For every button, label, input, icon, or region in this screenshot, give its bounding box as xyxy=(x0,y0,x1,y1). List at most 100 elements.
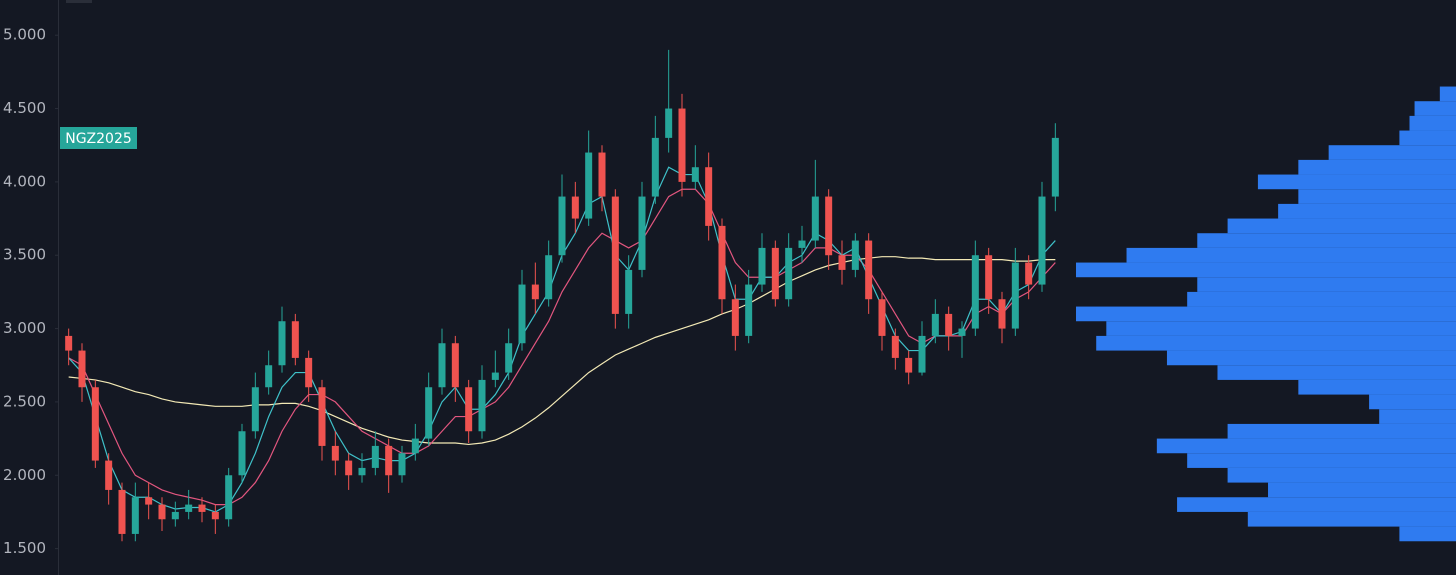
candle-body xyxy=(491,372,499,380)
candle-body xyxy=(1025,262,1033,285)
profile-bar xyxy=(1298,379,1456,395)
candle-body xyxy=(118,489,126,534)
profile-bar xyxy=(1439,86,1456,102)
candle-body xyxy=(438,343,446,388)
candle-body xyxy=(665,108,673,138)
y-tick-label: 4.500 xyxy=(3,99,46,117)
profile-bar xyxy=(1217,365,1456,380)
candle-body xyxy=(758,247,766,285)
y-tick-label: 3.000 xyxy=(3,319,46,337)
candle-body xyxy=(985,255,993,300)
candle-body xyxy=(158,504,166,520)
candle-body xyxy=(705,167,713,226)
candle-body xyxy=(145,497,153,505)
profile-bar xyxy=(1409,115,1456,131)
candle-body xyxy=(398,453,406,476)
symbol-badge xyxy=(60,127,137,149)
candle-body xyxy=(345,460,353,476)
candle-body xyxy=(851,240,859,270)
y-tick-label: 1.500 xyxy=(3,539,46,557)
y-tick-label: 5.000 xyxy=(3,26,46,44)
profile-bar xyxy=(1399,526,1456,542)
candle-body xyxy=(305,357,313,388)
profile-bar xyxy=(1166,350,1456,366)
candle-body xyxy=(225,475,233,520)
candle-body xyxy=(838,255,846,270)
y-axis: 1.500 2.000 2.500 3.000 3.500 4.000 4.500 5.000 xyxy=(3,26,58,557)
profile-bar xyxy=(1298,159,1456,175)
candles xyxy=(65,49,1059,542)
candle-body xyxy=(185,504,193,512)
candle-body xyxy=(198,504,206,512)
profile-bar xyxy=(1197,233,1456,248)
profile-bar xyxy=(1257,174,1456,190)
candle-body xyxy=(545,255,553,300)
candle-body xyxy=(278,321,286,366)
candle-body xyxy=(1038,196,1046,285)
profile-bar xyxy=(1156,438,1456,454)
y-tick-label: 3.500 xyxy=(3,246,46,264)
profile-bar xyxy=(1187,453,1456,468)
candle-body xyxy=(785,247,793,300)
candle-body xyxy=(331,445,339,461)
profile-bar xyxy=(1379,409,1456,424)
profile-bar xyxy=(1399,130,1456,146)
candle-body xyxy=(318,387,326,446)
candle-body xyxy=(958,328,966,336)
candle-body xyxy=(65,335,73,351)
candle-body xyxy=(998,299,1006,329)
candle-body xyxy=(731,299,739,336)
candle-body xyxy=(945,313,953,336)
profile-bar xyxy=(1076,306,1456,322)
profile-bar xyxy=(1278,203,1456,219)
moving-average xyxy=(68,188,1056,506)
candle-body xyxy=(625,269,633,314)
profile-bar xyxy=(1197,277,1456,292)
candle-body xyxy=(931,313,939,336)
candle-body xyxy=(611,196,619,314)
candle-body xyxy=(678,108,686,182)
profile-bar xyxy=(1414,101,1456,116)
symbol-label: NGZ2025 xyxy=(65,131,132,147)
candle-body xyxy=(411,438,419,454)
candle-body xyxy=(385,445,393,476)
profile-bar xyxy=(1076,262,1456,278)
candle-body xyxy=(585,152,593,219)
profile-bar xyxy=(1328,145,1456,160)
candle-body xyxy=(291,321,299,358)
candle-body xyxy=(745,284,753,336)
candle-body xyxy=(171,511,179,520)
candle-body xyxy=(478,379,486,432)
candle-body xyxy=(771,247,779,300)
candle-body xyxy=(798,240,806,248)
candle-body xyxy=(598,152,606,197)
candle-body xyxy=(825,196,833,256)
profile-bar xyxy=(1369,394,1456,410)
profile-bar xyxy=(1187,291,1456,307)
profile-bar xyxy=(1227,467,1456,483)
profile-bar xyxy=(1106,321,1456,336)
profile-bar xyxy=(1298,189,1456,204)
y-tick-label: 2.000 xyxy=(3,466,46,484)
profile-bar xyxy=(1126,247,1456,263)
profile-bar xyxy=(1227,218,1456,234)
candle-body xyxy=(891,335,899,358)
candle-body xyxy=(505,343,513,373)
candle-body xyxy=(691,167,699,182)
candle-body xyxy=(265,365,273,388)
candle-body xyxy=(105,460,113,490)
candle-body xyxy=(918,335,926,373)
profile-bar xyxy=(1177,497,1456,512)
candle-body xyxy=(238,431,246,476)
y-tick-label: 2.500 xyxy=(3,392,46,410)
candle-body xyxy=(905,357,913,373)
candle-body xyxy=(531,284,539,300)
profile-bar xyxy=(1096,335,1456,351)
candle-body xyxy=(558,196,566,256)
candle-body xyxy=(1051,137,1059,197)
candle-body xyxy=(371,445,379,468)
candle-body xyxy=(878,299,886,336)
y-tick-label: 4.000 xyxy=(3,172,46,190)
candle-body xyxy=(78,350,86,388)
